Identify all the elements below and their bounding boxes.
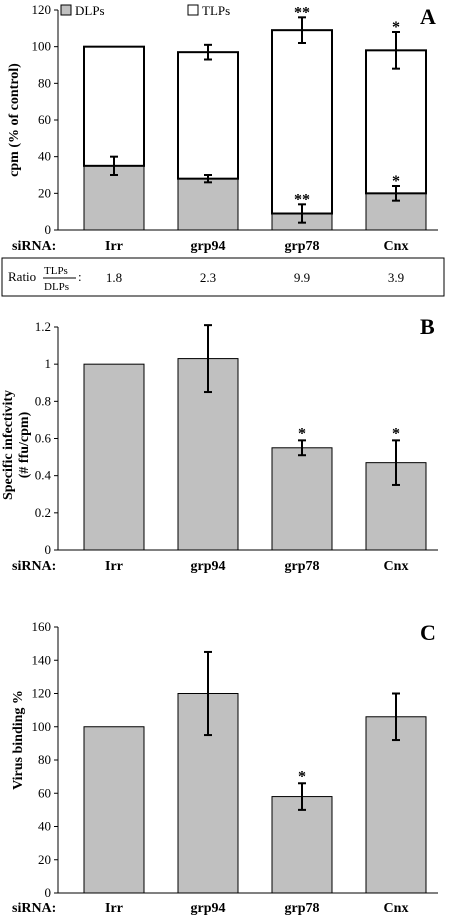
panel-c: 0 20 40 60 80 100 120 140 160 * C Virus binding … <box>11 619 438 916</box>
category-label: Cnx <box>384 559 409 574</box>
panel-c-bars: * <box>83 650 427 894</box>
legend-label-tlps: TLPs <box>202 3 230 18</box>
category-label: Cnx <box>384 239 409 254</box>
y-tick-label: 120 <box>32 686 52 701</box>
ratio-denominator: DLPs <box>44 281 69 293</box>
panel-c-ylabel: Virus binding % <box>11 690 26 790</box>
ratio-value: 2.3 <box>200 270 216 285</box>
bar <box>83 363 145 551</box>
category-label: Irr <box>105 239 123 254</box>
y-tick-label: 0.8 <box>35 393 51 408</box>
y-tick-label: 100 <box>32 39 52 54</box>
significance-marker: * <box>392 19 400 36</box>
panel-c-category-labels: Irr grp94 grp78 Cnx <box>105 901 408 916</box>
y-tick-label: 0 <box>45 542 52 557</box>
category-label: Cnx <box>384 901 409 916</box>
significance-marker: * <box>392 173 400 190</box>
ratio-label: Ratio <box>8 269 36 284</box>
bar-tlps <box>271 29 333 215</box>
y-tick-label: 1 <box>45 356 52 371</box>
y-tick-label: 20 <box>38 185 51 200</box>
category-label: grp78 <box>285 901 320 916</box>
legend-swatch-dlps <box>60 4 72 16</box>
legend-label-dlps: DLPs <box>75 3 105 18</box>
panel-a-ylabel: cpm (% of control) <box>7 63 22 177</box>
bar <box>271 796 333 894</box>
panel-a-category-axis-label: siRNA: <box>12 239 56 254</box>
y-tick-label: 1.2 <box>35 319 51 334</box>
significance-marker: ** <box>294 191 310 208</box>
bar-tlps <box>177 51 239 180</box>
category-label: grp94 <box>191 901 226 916</box>
significance-marker: ** <box>294 4 310 21</box>
panel-b-ylabel-line1: Specific infectivity <box>1 390 16 500</box>
panel-a-letter: A <box>420 4 436 29</box>
category-label: grp94 <box>191 559 226 574</box>
panel-b-bars: * * <box>83 324 427 551</box>
ratio-colon: : <box>78 269 82 284</box>
ratio-table: Ratio TLPs DLPs : 1.8 2.3 9.9 3.9 <box>1 257 445 297</box>
ratio-table-border <box>1 257 445 297</box>
y-tick-label: 40 <box>38 149 51 164</box>
ratio-value: 1.8 <box>106 270 122 285</box>
bar-dlps <box>177 178 239 231</box>
y-tick-label: 0.4 <box>35 468 52 483</box>
y-tick-label: 20 <box>38 852 51 867</box>
y-tick-label: 0 <box>45 885 52 900</box>
y-tick-label: 120 <box>32 2 52 17</box>
ratio-value: 3.9 <box>388 270 404 285</box>
y-tick-label: 60 <box>38 785 51 800</box>
panel-a-category-labels: Irr grp94 grp78 Cnx <box>105 239 408 254</box>
significance-marker: * <box>298 768 306 785</box>
category-label: grp78 <box>285 559 320 574</box>
category-label: grp94 <box>191 239 226 254</box>
bar <box>271 447 333 551</box>
y-tick-label: 100 <box>32 719 52 734</box>
y-tick-label: 80 <box>38 75 51 90</box>
bar <box>365 716 427 894</box>
bar <box>83 726 145 894</box>
category-label: Irr <box>105 559 123 574</box>
ratio-numerator: TLPs <box>44 265 68 277</box>
significance-marker: * <box>392 425 400 442</box>
legend: DLPs TLPs <box>60 3 230 18</box>
panel-b-category-labels: Irr grp94 grp78 Cnx <box>105 559 408 574</box>
y-tick-label: 60 <box>38 112 51 127</box>
category-label: grp78 <box>285 239 320 254</box>
y-tick-label: 40 <box>38 819 51 834</box>
y-tick-label: 0.2 <box>35 505 51 520</box>
y-tick-label: 0 <box>45 222 52 237</box>
ratio-value: 9.9 <box>294 270 310 285</box>
panel-b-category-axis-label: siRNA: <box>12 559 56 574</box>
y-tick-label: 0.6 <box>35 431 52 446</box>
bar-tlps <box>83 45 145 167</box>
category-label: Irr <box>105 901 123 916</box>
bar-dlps <box>83 165 145 231</box>
panel-b: 00.20.40.60.811.2 * * B Specific infectiv… <box>1 314 438 574</box>
y-tick-label: 140 <box>32 652 52 667</box>
panel-b-letter: B <box>420 314 435 339</box>
y-tick-label: 80 <box>38 752 51 767</box>
y-tick-label: 160 <box>32 619 52 634</box>
panel-c-letter: C <box>420 620 436 645</box>
legend-swatch-tlps <box>187 4 199 16</box>
significance-marker: * <box>298 425 306 442</box>
panel-c-category-axis-label: siRNA: <box>12 901 56 916</box>
panel-b-ylabel-line2: (# ffu/cpm) <box>17 411 32 478</box>
ratio-values: 1.8 2.3 9.9 3.9 <box>106 270 404 285</box>
bar-tlps <box>365 49 427 195</box>
panel-a-bars: ****** <box>83 4 427 231</box>
